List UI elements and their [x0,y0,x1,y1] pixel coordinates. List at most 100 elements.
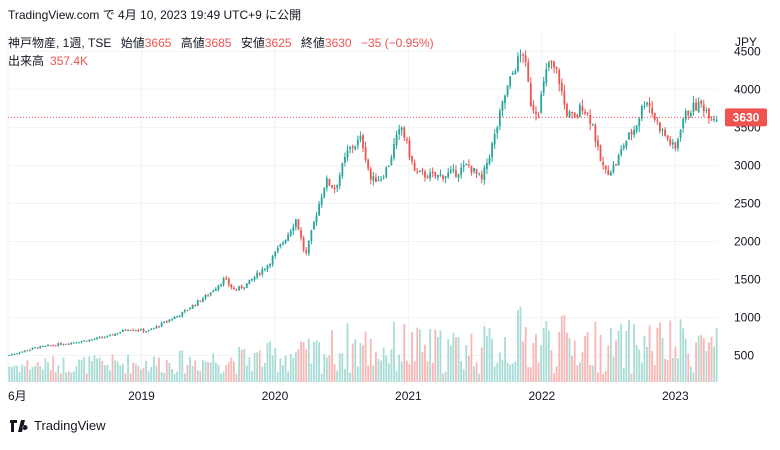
volume-bar [310,363,313,382]
candle-body [300,230,302,238]
candle-body [480,174,483,179]
volume-bar [390,349,393,382]
volume-bar [163,372,166,382]
y-tick-label: 2000 [734,234,761,248]
volume-bar [375,351,377,382]
candle-body [452,168,455,171]
candle-body [310,230,313,242]
candle-body [362,135,364,148]
candle-body [214,288,217,291]
candle-body [653,113,656,120]
volume-bar [315,340,318,382]
volume-bar [196,370,199,382]
volume-value: 357.4K [50,54,89,68]
volume-bar [457,337,460,382]
candle-body [111,334,114,336]
candle-body [114,333,117,336]
candle-body [176,315,179,318]
volume-bar [519,307,522,382]
candle-body [70,342,73,345]
candle-body [331,185,333,188]
volume-bar [684,338,687,382]
volume-bar [547,330,550,382]
volume-bar [21,364,24,382]
volume-bar [599,334,602,382]
candle-body [517,56,519,72]
candle-body [116,333,119,335]
candle-body [39,346,42,349]
volume-bar [522,341,524,382]
volume-bar [692,372,695,382]
candle-body [687,110,690,116]
volume-bar [710,336,713,382]
candle-body [628,132,630,140]
candle-body [398,129,401,135]
volume-bar [336,370,339,382]
volume-bar [168,362,171,382]
candle-body [289,231,292,236]
candle-body [119,332,122,334]
volume-bar [705,350,708,382]
x-tick-label: 2022 [528,389,555,403]
volume-bar [715,328,718,382]
candle-body [700,100,703,104]
volume-bar [359,343,362,382]
volume-bar [591,365,594,382]
volume-bar [183,373,186,382]
volume-bar [439,330,442,382]
volume-bar [341,353,344,382]
volume-bar [349,372,351,382]
candle-body [88,339,91,342]
volume-bar [287,371,290,382]
volume-bar [191,365,194,382]
volume-bar [142,368,145,382]
volume-bar [26,360,29,382]
volume-bar [555,366,558,382]
volume-bar [558,331,561,382]
volume-bar [532,342,535,382]
volume-bar [475,362,478,382]
volume-bar [171,369,173,382]
volume-bar [230,357,233,382]
candle-body [354,146,357,149]
candle-body [576,114,579,117]
volume-bar [10,367,13,382]
candle-body [10,354,13,356]
high-value: 3685 [204,36,232,50]
candle-body [615,164,617,166]
candle-body [212,290,215,293]
candle-body [80,341,83,343]
candle-body [243,287,246,289]
candle-body [669,139,672,145]
volume-bar [266,343,269,382]
volume-bar [602,373,605,382]
volume-bar [245,365,248,382]
candle-body [225,278,228,280]
volume-bar [23,366,26,382]
volume-bar [204,361,207,382]
volume-bar [155,365,158,382]
volume-bar [480,347,483,382]
volume-bar [41,369,44,382]
volume-bar [256,352,259,382]
volume-bar [393,321,395,382]
candle-body [457,174,460,178]
volume-bar [18,371,21,382]
candle-body [178,315,181,317]
candle-body [643,105,646,107]
candle-body [400,127,403,131]
volume-bar [202,360,204,382]
volume-bar [697,335,700,382]
candle-body [297,219,300,230]
candle-body [455,170,457,177]
y-tick-label: 4500 [734,44,761,58]
volume-bar [124,373,127,382]
volume-bar [377,358,380,382]
candle-body [72,342,75,344]
volume-bar [70,372,73,382]
volume-bar [535,334,537,382]
footer-brand[interactable]: TradingView [10,418,106,433]
candle-body [101,337,104,339]
volume-bar [119,365,122,382]
candle-body [145,331,148,333]
